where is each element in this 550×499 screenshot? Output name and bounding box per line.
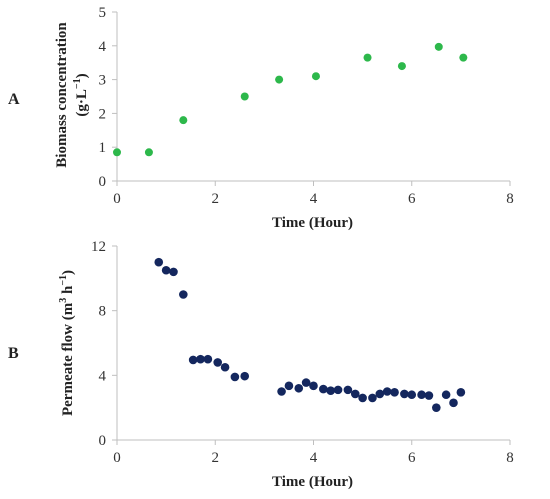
panel-a-letter: A <box>8 91 20 108</box>
data-point <box>188 355 198 365</box>
data-point <box>203 354 213 364</box>
data-point <box>113 148 121 157</box>
data-point <box>240 371 250 381</box>
data-point <box>326 386 335 395</box>
data-point <box>161 265 171 275</box>
x-tick-label: 0 <box>113 450 121 466</box>
y-tick-label: 3 <box>99 73 107 89</box>
panel-a-ticks: 0 2 4 6 8 0 1 2 3 4 5 <box>99 5 514 207</box>
data-point <box>154 257 164 267</box>
data-point <box>441 390 451 400</box>
x-tick-label: 0 <box>113 191 121 207</box>
y-tick-label: 0 <box>99 174 107 190</box>
x-tick-label: 4 <box>310 191 318 207</box>
y-tick-label: 1 <box>99 140 107 156</box>
y-tick-label: 8 <box>99 304 107 320</box>
panel-b: B Permeate flow (m3 h−1) 0 2 4 6 8 0 4 8 12 Time… <box>8 239 514 490</box>
data-point <box>275 75 284 84</box>
y-tick-label: 4 <box>99 39 107 55</box>
data-point <box>230 372 240 382</box>
data-point <box>294 383 304 393</box>
x-tick-label: 6 <box>408 191 416 207</box>
data-point <box>284 381 294 391</box>
y-tick-label: 12 <box>91 239 106 255</box>
data-point <box>333 385 343 395</box>
y-tick-label: 2 <box>99 106 107 122</box>
data-point <box>456 388 466 397</box>
panel-a-y-axis-title-line1: Biomass concentration <box>54 22 70 168</box>
panel-b-y-axis-title: Permeate flow (m3 h−1) <box>58 270 76 416</box>
data-point <box>382 387 392 396</box>
data-point <box>368 393 377 403</box>
data-point <box>459 53 468 62</box>
panel-b-y-axis-title-text: Permeate flow (m3 h−1) <box>58 270 76 416</box>
y-tick-label: 5 <box>99 5 107 21</box>
data-point <box>434 42 443 51</box>
data-point <box>196 354 205 364</box>
data-point <box>319 384 328 394</box>
panel-b-ticks: 0 2 4 6 8 0 4 8 12 <box>91 239 514 466</box>
data-point <box>449 398 458 408</box>
data-point <box>213 358 223 367</box>
x-tick-label: 8 <box>506 191 514 207</box>
data-point <box>400 389 409 399</box>
panel-a-points <box>113 42 468 157</box>
data-point <box>277 387 286 396</box>
data-point <box>397 62 406 71</box>
y-tick-label: 4 <box>99 368 107 384</box>
data-point <box>220 362 230 372</box>
data-point <box>343 385 353 395</box>
x-tick-label: 6 <box>408 450 416 466</box>
data-point <box>179 290 188 299</box>
x-tick-label: 2 <box>212 450 220 466</box>
data-point <box>407 390 417 400</box>
data-point <box>301 378 311 387</box>
data-point <box>363 53 372 62</box>
panel-a-y-axis-title-line2: (g·L−1) <box>72 73 90 116</box>
data-point <box>240 92 249 101</box>
data-point <box>169 267 178 277</box>
data-point <box>144 148 153 157</box>
panel-b-points <box>154 257 466 412</box>
x-tick-label: 4 <box>310 450 318 466</box>
data-point <box>311 72 320 81</box>
data-point <box>350 389 360 399</box>
data-point <box>424 391 434 400</box>
data-point <box>358 393 367 403</box>
panel-a-y-axis-title: Biomass concentration (g·L−1) <box>54 22 90 168</box>
x-tick-label: 2 <box>212 191 220 207</box>
data-point <box>375 389 385 399</box>
x-tick-label: 8 <box>506 450 514 466</box>
panel-a-x-axis-title: Time (Hour) <box>272 215 353 231</box>
panel-b-x-axis-title: Time (Hour) <box>272 474 353 490</box>
panel-a: A Biomass concentration (g·L−1) 0 2 4 6 8 0 1 2… <box>8 5 514 231</box>
panel-b-letter: B <box>8 345 19 362</box>
data-point <box>417 390 426 400</box>
y-tick-label: 0 <box>99 433 107 449</box>
data-point <box>390 388 399 397</box>
data-point <box>309 381 318 391</box>
data-point <box>179 116 188 125</box>
data-point <box>432 403 441 412</box>
